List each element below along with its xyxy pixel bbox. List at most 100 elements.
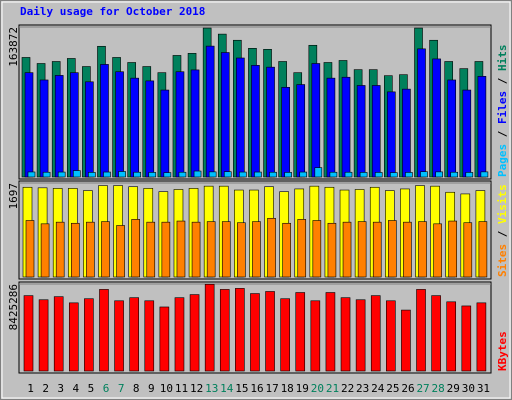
bar xyxy=(296,84,306,178)
bar xyxy=(326,77,336,178)
bar xyxy=(420,171,428,178)
bar xyxy=(254,171,262,178)
bar xyxy=(284,172,292,178)
bar xyxy=(297,219,307,278)
legend-separator: / xyxy=(496,124,509,144)
x-tick-label: 21 xyxy=(326,382,339,395)
x-tick-label: 10 xyxy=(160,382,173,395)
bar xyxy=(402,88,411,178)
bar xyxy=(462,89,472,178)
x-tick-label: 22 xyxy=(341,382,354,395)
bar xyxy=(115,71,124,178)
bar xyxy=(312,220,322,278)
x-tick-label: 24 xyxy=(371,382,385,395)
bar xyxy=(101,221,110,278)
bar xyxy=(146,221,156,278)
x-tick-label: 3 xyxy=(57,382,64,395)
x-tick-label: 15 xyxy=(235,382,248,395)
y-tick-label: 1697 xyxy=(7,183,20,210)
bar xyxy=(220,52,230,178)
x-tick-label: 7 xyxy=(118,382,125,395)
bar xyxy=(310,300,321,372)
bar xyxy=(435,171,443,178)
bar xyxy=(237,222,246,278)
bar xyxy=(327,222,337,278)
bar xyxy=(403,221,412,278)
legend-entry: Visits xyxy=(496,184,509,224)
bar xyxy=(178,171,187,178)
bar xyxy=(341,76,351,178)
bar xyxy=(144,300,155,372)
bar xyxy=(236,57,245,178)
bar xyxy=(190,69,200,178)
bar xyxy=(114,300,124,372)
bar xyxy=(386,300,396,372)
bar xyxy=(118,171,126,178)
bar xyxy=(478,221,488,278)
bar xyxy=(57,171,66,178)
bar xyxy=(116,225,125,278)
bar xyxy=(72,170,81,178)
bar xyxy=(84,298,94,372)
bar xyxy=(299,171,308,178)
bar xyxy=(251,65,260,178)
bar xyxy=(431,295,441,372)
bar xyxy=(38,299,49,372)
legend: KBytes xyxy=(496,331,509,371)
x-tick-label: 6 xyxy=(103,382,110,395)
bar xyxy=(374,172,383,178)
bar xyxy=(204,283,215,372)
x-tick-label: 19 xyxy=(296,382,309,395)
bar xyxy=(130,77,139,178)
bar xyxy=(69,72,79,178)
legend-separator: / xyxy=(496,224,509,244)
bar xyxy=(476,302,487,372)
bar xyxy=(465,172,474,178)
x-tick-label: 16 xyxy=(250,382,263,395)
legend: Sites / Visits xyxy=(496,184,509,277)
bar xyxy=(265,291,275,372)
bar xyxy=(161,221,171,278)
x-tick-label: 18 xyxy=(281,382,294,395)
bar xyxy=(223,171,232,178)
bar xyxy=(281,86,290,178)
bar xyxy=(311,63,321,178)
bar xyxy=(160,89,170,178)
bar xyxy=(372,221,382,278)
bar xyxy=(433,223,442,278)
legend-entry: Pages xyxy=(496,144,509,177)
bar xyxy=(27,171,36,178)
legend-entry: Files xyxy=(496,91,509,124)
bar xyxy=(329,171,338,178)
bar xyxy=(480,171,489,178)
bar xyxy=(390,172,398,178)
bar xyxy=(418,221,427,278)
bar xyxy=(23,295,34,372)
bar xyxy=(267,217,276,278)
bar xyxy=(99,289,109,372)
bar xyxy=(370,295,381,372)
bar xyxy=(191,221,201,278)
bar xyxy=(252,221,261,278)
legend-entry: KBytes xyxy=(496,331,509,371)
bar xyxy=(100,64,109,178)
bar xyxy=(356,85,366,178)
bar xyxy=(477,76,487,178)
bar xyxy=(401,309,411,372)
bar xyxy=(219,289,230,372)
bar xyxy=(266,66,275,178)
bar xyxy=(25,220,35,278)
bar xyxy=(86,221,95,278)
bar xyxy=(388,220,397,278)
legend-entry: Hits xyxy=(496,45,509,72)
x-tick-label: 30 xyxy=(462,382,475,395)
bar xyxy=(250,293,260,372)
bar xyxy=(221,221,231,278)
bar xyxy=(448,220,458,278)
y-tick-label: 8425286 xyxy=(7,284,20,330)
bar xyxy=(42,171,51,178)
bar xyxy=(205,45,215,178)
bar xyxy=(145,80,155,178)
